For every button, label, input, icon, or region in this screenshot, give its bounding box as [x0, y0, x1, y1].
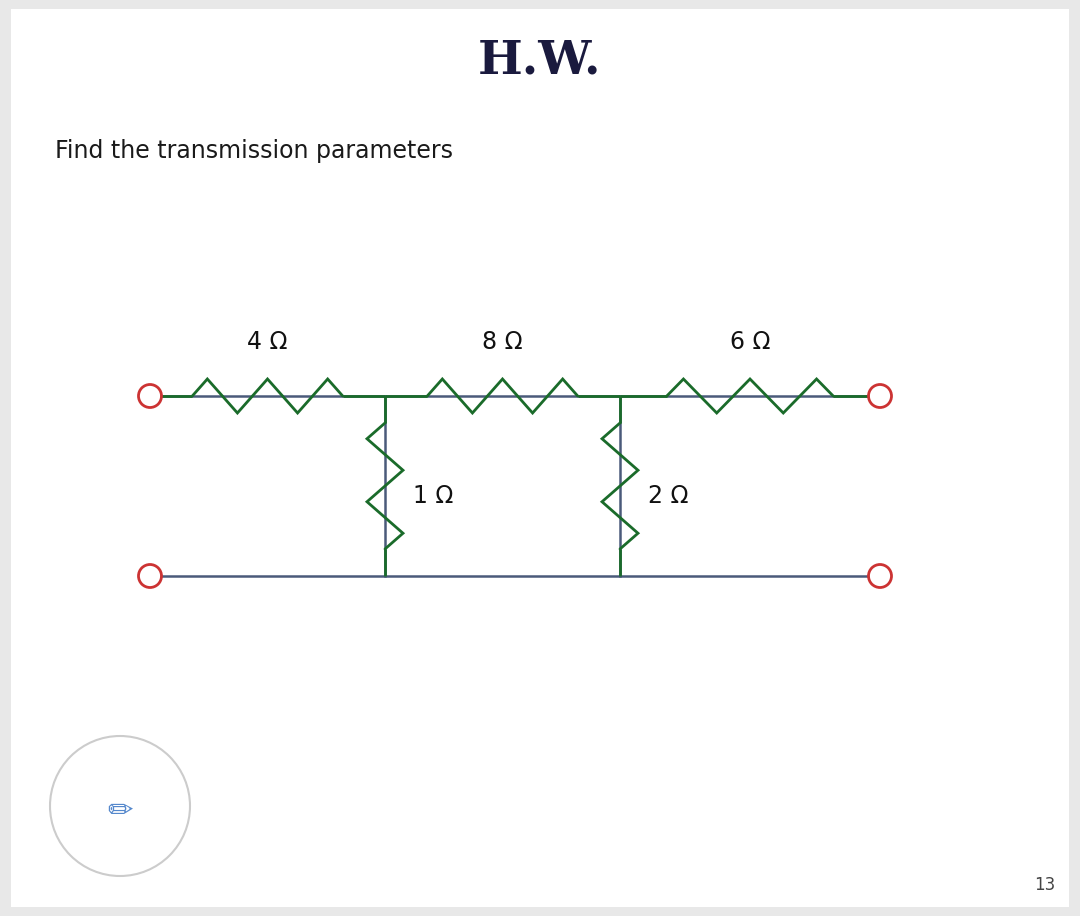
Circle shape [139, 386, 161, 407]
Circle shape [869, 386, 891, 407]
Text: 4 Ω: 4 Ω [247, 330, 287, 354]
Text: H.W.: H.W. [478, 38, 602, 84]
Text: ✏: ✏ [107, 797, 133, 825]
Text: 13: 13 [1034, 876, 1055, 894]
Text: 6 Ω: 6 Ω [730, 330, 770, 354]
Text: 1 Ω: 1 Ω [413, 484, 454, 508]
Circle shape [139, 565, 161, 586]
Circle shape [50, 736, 190, 876]
Text: 2 Ω: 2 Ω [648, 484, 689, 508]
Text: 8 Ω: 8 Ω [482, 330, 523, 354]
Text: Find the transmission parameters: Find the transmission parameters [55, 139, 453, 163]
Circle shape [869, 565, 891, 586]
